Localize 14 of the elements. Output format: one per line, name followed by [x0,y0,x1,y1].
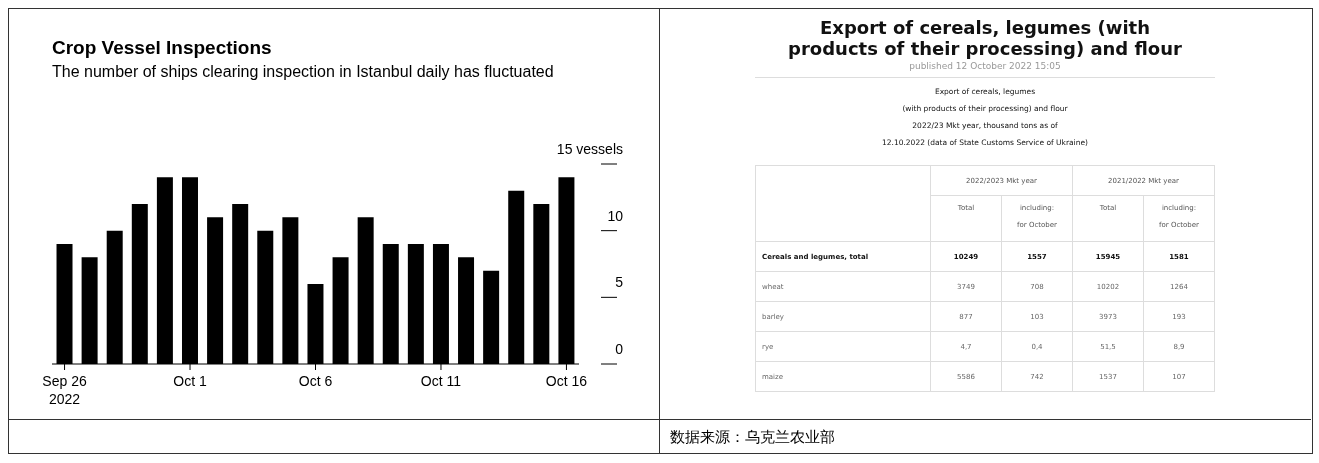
x-tick-label: Sep 26 2022 [42,373,87,407]
source-note: 数据来源：乌克兰农业部 [660,419,1311,453]
text: Export of cereals, legumes (with products of their processing) and flour [787,16,1183,59]
y-tick-label: 10 [607,207,624,224]
y-tick-label: 5 [615,274,624,291]
y-tick-label: 0 [615,341,624,357]
y-tick-label: 15 vessels [556,141,623,157]
chart-subtitle: The number of ships clearing inspection in Istanbul daily has fluctuated [52,63,554,81]
text: published 12 October 2022 15:05 [908,61,1062,71]
x-tick-label: Oct 6 [298,373,333,389]
x-tick-label: Oct 11 [420,373,462,389]
x-tick-label: Oct 1 [173,373,207,389]
chart-title: Crop Vessel Inspections [52,37,273,59]
x-tick-label: Oct 16 [545,373,588,389]
